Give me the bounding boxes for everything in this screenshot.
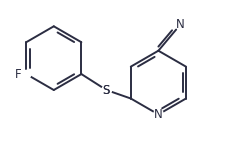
Text: F: F (15, 68, 22, 81)
Text: N: N (154, 108, 163, 121)
Text: S: S (103, 83, 110, 97)
Text: S: S (103, 83, 110, 97)
Text: N: N (176, 18, 185, 31)
